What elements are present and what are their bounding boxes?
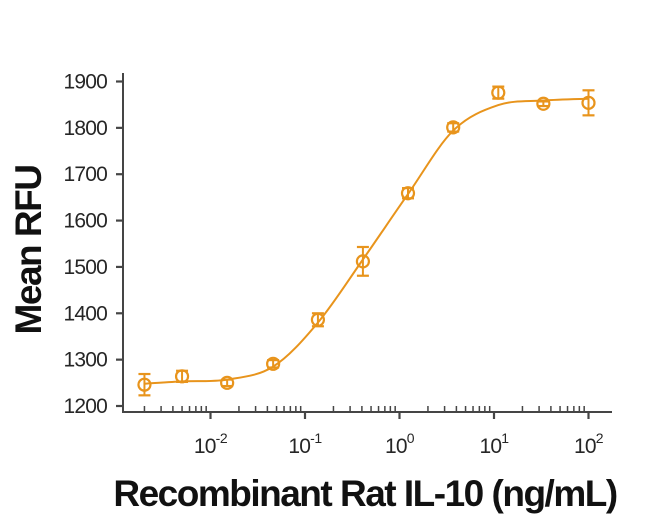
data-point-marker [446, 120, 461, 135]
data-point-marker [581, 95, 596, 110]
x-tick-label: 10-1 [288, 430, 322, 458]
data-point-marker [266, 356, 281, 371]
y-tick-label: 1900 [63, 71, 107, 94]
y-tick-label: 1800 [63, 117, 107, 140]
data-point-marker [355, 254, 371, 269]
y-tick-label: 1400 [63, 302, 107, 325]
x-tick-label: 102 [574, 430, 604, 458]
data-point-marker [137, 377, 152, 392]
y-tick-label: 1500 [63, 256, 107, 279]
data-point-marker [174, 369, 190, 384]
data-point-marker [400, 186, 416, 201]
y-tick-label: 1200 [63, 395, 107, 418]
y-axis-title: Mean RFU [8, 165, 49, 335]
y-tick-label: 1300 [63, 349, 107, 372]
data-point-marker [220, 375, 235, 390]
data-point-marker [491, 85, 506, 100]
fit-curve [143, 97, 590, 385]
y-tick-label: 1700 [63, 163, 107, 186]
data-point-marker [310, 312, 326, 327]
x-tick-label: 10-2 [194, 430, 228, 458]
x-tick-label: 100 [385, 430, 415, 458]
x-tick-label: 101 [479, 430, 509, 458]
y-tick-label: 1600 [63, 210, 107, 233]
data-point-marker [536, 96, 551, 111]
x-axis-title: Recombinant Rat IL-10 (ng/mL) [113, 473, 618, 514]
